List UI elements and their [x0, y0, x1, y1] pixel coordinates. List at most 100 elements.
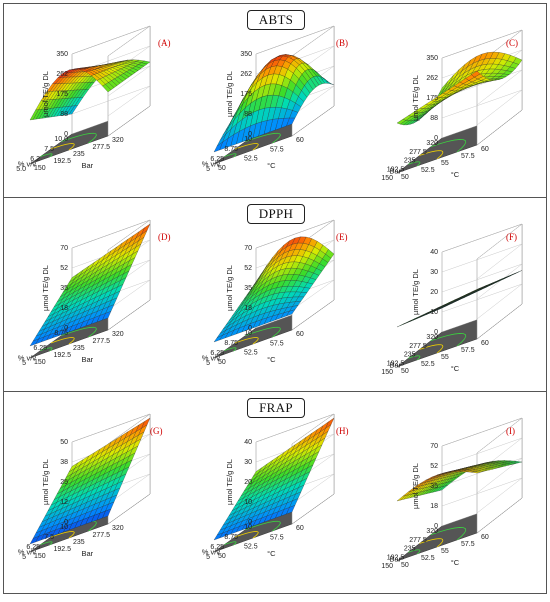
x-tick-label: 5 [206, 360, 210, 367]
z-tick-label: 52 [244, 265, 252, 272]
contour-line [224, 153, 237, 158]
y-tick-label: 60 [296, 525, 304, 532]
y-tick-label: 57.5 [270, 146, 284, 153]
contour-line [224, 541, 237, 546]
z-tick-label: 70 [430, 443, 438, 450]
z-tick-label: 0 [248, 519, 252, 526]
z-tick-label: 35 [60, 285, 68, 292]
contour-line [408, 549, 421, 555]
z-axis-label: µmol TE/g DL [225, 71, 234, 117]
grid-line [71, 25, 151, 57]
contour-line [224, 347, 237, 352]
y-tick-label: 52.5 [244, 350, 258, 357]
x-axis-label: % v/v [18, 160, 37, 169]
y-axis-label: Bar [81, 161, 93, 170]
z-tick-label: 52 [430, 463, 438, 470]
z-tick-label: 40 [430, 249, 438, 256]
x-tick-label: 10.0 [54, 136, 68, 143]
x-tick-label: 10 [60, 524, 68, 531]
x-tick-label: 5 [206, 166, 210, 173]
contour-line [408, 161, 421, 167]
panel-label: (I) [506, 426, 515, 436]
y-tick-label: 50 [401, 368, 409, 375]
panel-i: 70 52 35 18 0 µmol TE/g DL 320 277.5 235 192.5 150… [372, 417, 550, 602]
panel-label: (D) [158, 232, 171, 242]
y-tick-label: 50 [218, 165, 226, 172]
surface-cell [396, 322, 406, 328]
y-tick-label: 192.5 [54, 546, 72, 553]
z-tick-label: 10 [430, 309, 438, 316]
surface-cell [29, 338, 39, 347]
x-tick-label: 320 [426, 334, 438, 341]
x-axis-label: Bar [389, 554, 401, 563]
contour-line [40, 347, 53, 352]
panel-b: 350 262 175 88 0 µmol TE/g DL 10 8.75 6.25 5% v/v… [190, 25, 370, 214]
z-tick-label: 0 [64, 519, 68, 526]
section-title-abts: ABTS [247, 10, 305, 30]
x-axis-label: % v/v [18, 354, 37, 363]
z-tick-label: 175 [56, 91, 68, 98]
z-axis-label: µmol TE/g DL [41, 265, 50, 311]
grid-line [71, 219, 151, 251]
x-tick-label: 235 [404, 158, 416, 165]
y-tick-label: 235 [73, 151, 85, 158]
z-tick-label: 0 [64, 325, 68, 332]
y-tick-label: 60 [481, 340, 489, 347]
contour-line [419, 344, 444, 354]
z-tick-label: 175 [426, 95, 438, 102]
panel-d: 70 52 35 18 0 µmol TE/g DL 8.75 6.25 5% v/v 320 27… [6, 219, 186, 408]
x-tick-label: 6.2 [30, 156, 40, 163]
x-tick-label: 10 [244, 524, 252, 531]
y-tick-label: 55 [441, 354, 449, 361]
z-tick-label: 350 [240, 51, 252, 58]
x-tick-label: 277.5 [409, 149, 427, 156]
y-tick-label: 320 [112, 137, 124, 144]
y-axis-label: °C [451, 170, 460, 179]
surface-plot-b: 350 262 175 88 0 µmol TE/g DL 10 8.756.255% v/v… [202, 25, 335, 173]
y-tick-label: 50 [401, 174, 409, 181]
x-axis-label: % v/v [18, 548, 37, 557]
grid-line [441, 437, 523, 474]
y-tick-label: 60 [481, 146, 489, 153]
x-tick-label: 5 [22, 554, 26, 561]
x-tick-label: 235 [404, 352, 416, 359]
y-tick-label: 320 [112, 525, 124, 532]
contour-line [61, 326, 97, 338]
figure-frame [3, 3, 547, 594]
x-tick-label: 8.75 [224, 146, 238, 153]
y-tick-label: 320 [112, 331, 124, 338]
grid-line [441, 243, 523, 280]
grid-line [441, 69, 523, 106]
z-tick-label: 25 [60, 479, 68, 486]
y-axis-label: °C [267, 355, 276, 364]
x-tick-label: 6.25 [210, 350, 224, 357]
y-axis-label: °C [267, 161, 276, 170]
contour-line [234, 337, 259, 345]
panel-label: (C) [506, 38, 518, 48]
surface-cell [29, 109, 39, 121]
x-tick-label: 10 [244, 330, 252, 337]
z-tick-label: 0 [434, 135, 438, 142]
contour-line [61, 132, 97, 144]
y-tick-label: 55 [441, 548, 449, 555]
y-tick-label: 150 [34, 359, 46, 366]
z-tick-label: 35 [244, 285, 252, 292]
grid-line [255, 413, 335, 445]
contour-line [430, 527, 467, 541]
x-tick-label: 6.25 [210, 544, 224, 551]
grid-line [71, 85, 151, 117]
y-axis-label: Bar [81, 355, 93, 364]
z-axis-label: µmol TE/g DL [411, 269, 420, 315]
x-tick-label: 8.75 [54, 330, 68, 337]
surface-cell [29, 536, 39, 545]
z-tick-label: 262 [426, 75, 438, 82]
y-tick-label: 57.5 [461, 347, 475, 354]
surface-cell [213, 141, 223, 153]
z-tick-label: 18 [430, 503, 438, 510]
panel-label: (G) [150, 426, 163, 436]
z-axis-label: µmol TE/g DL [411, 463, 420, 509]
z-tick-label: 50 [60, 439, 68, 446]
y-tick-label: 52.5 [244, 156, 258, 163]
y-tick-label: 52.5 [421, 555, 435, 562]
